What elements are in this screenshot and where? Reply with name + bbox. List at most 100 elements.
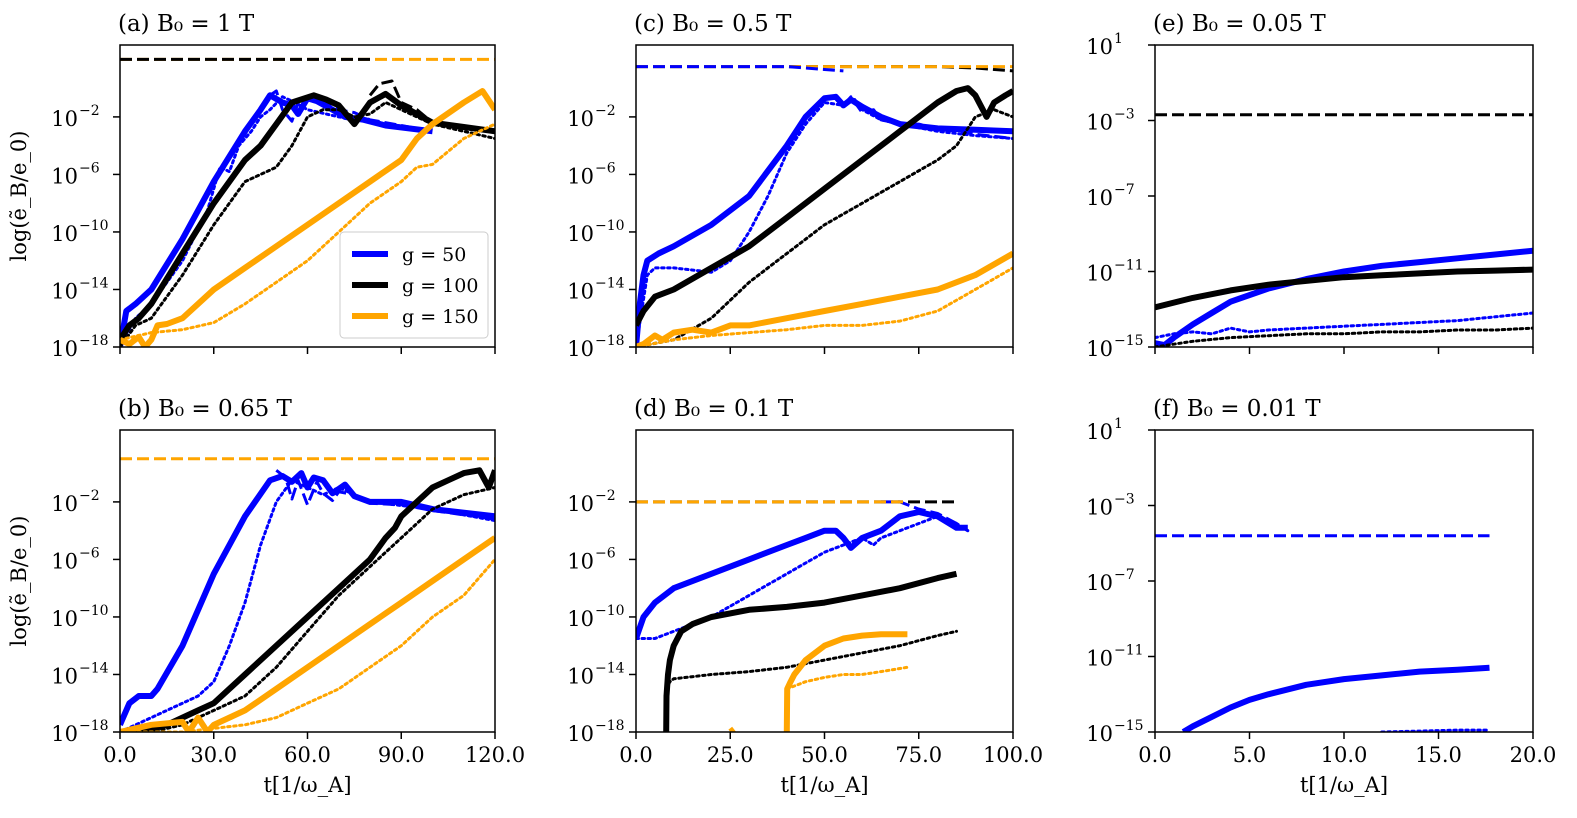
series-group: [120, 57, 495, 347]
y-tick-exponent: −2: [595, 488, 616, 504]
y-tick-label: 10: [567, 337, 594, 361]
y-tick-exponent: −14: [595, 275, 625, 291]
y-tick-label: 10: [567, 492, 594, 516]
series-line: [636, 266, 1013, 347]
series-line: [636, 250, 1013, 347]
series-group: [1155, 113, 1533, 347]
y-tick-label: 10: [51, 722, 78, 746]
y-tick-label: 10: [51, 222, 78, 246]
y-tick-label: 10: [51, 492, 78, 516]
y-tick-exponent: −18: [79, 333, 109, 349]
y-tick-exponent: −10: [595, 218, 625, 234]
y-tick-exponent: −2: [595, 103, 616, 119]
series-line: [120, 101, 495, 347]
series-line: [120, 557, 495, 732]
panel-title: (e) B₀ = 0.05 T: [1153, 11, 1326, 37]
x-tick-label: 100.0: [983, 743, 1043, 767]
series-line: [664, 629, 958, 691]
x-tick-label: 0.0: [619, 743, 652, 767]
y-tick-label: 10: [567, 607, 594, 631]
legend-label: g = 100: [402, 275, 478, 297]
legend-label: g = 50: [402, 244, 466, 266]
y-tick-label: 10: [567, 722, 594, 746]
panel-title: (a) B₀ = 1 T: [118, 11, 255, 37]
series-group: [636, 65, 1013, 347]
x-axis-label: t[1/ω_A]: [780, 773, 868, 797]
y-tick-label: 10: [567, 107, 594, 131]
y-tick-label: 10: [567, 279, 594, 303]
series-line: [275, 469, 495, 521]
y-tick-label: 10: [1086, 337, 1113, 361]
legend-frame: [339, 231, 489, 339]
series-line: [1155, 247, 1533, 347]
y-tick-label: 10: [1086, 420, 1113, 444]
series-line: [120, 486, 495, 732]
y-tick-exponent: −3: [1114, 492, 1135, 508]
x-tick-label: 15.0: [1415, 743, 1462, 767]
y-tick-exponent: −7: [1114, 182, 1135, 198]
legend: g = 50 g = 100 g = 150: [339, 231, 489, 339]
y-tick-exponent: 1: [1114, 31, 1123, 47]
series-line: [636, 108, 1013, 347]
y-tick-label: 10: [51, 107, 78, 131]
series-line: [785, 665, 909, 691]
y-tick-exponent: −14: [595, 660, 625, 676]
x-tick-label: 0.0: [103, 743, 136, 767]
y-tick-label: 10: [567, 549, 594, 573]
y-tick-label: 10: [1086, 571, 1113, 595]
axes-frame: [1154, 429, 1534, 733]
panel-title: (d) B₀ = 0.1 T: [634, 396, 794, 422]
series-line: [783, 631, 908, 732]
y-tick-label: 10: [567, 222, 594, 246]
series-line: [120, 467, 495, 732]
y-tick-exponent: −15: [1114, 718, 1144, 734]
y-tick-exponent: −18: [595, 718, 625, 734]
y-tick-exponent: −18: [79, 718, 109, 734]
panel-title: (f) B₀ = 0.01 T: [1153, 396, 1321, 422]
y-tick-exponent: −6: [595, 545, 616, 561]
x-axis-label: t[1/ω_A]: [1300, 773, 1388, 797]
panel-title: (b) B₀ = 0.65 T: [118, 396, 293, 422]
y-tick-exponent: −11: [1114, 258, 1144, 274]
y-tick-exponent: −14: [79, 660, 109, 676]
y-axis-label: log(ẽ_B/e_0): [7, 516, 31, 647]
y-tick-label: 10: [1086, 262, 1113, 286]
y-tick-exponent: −6: [79, 545, 100, 561]
y-axis-label: log(ẽ_B/e_0): [7, 131, 31, 262]
series-line: [663, 570, 958, 732]
x-tick-label: 30.0: [190, 743, 237, 767]
series-line: [1181, 664, 1490, 732]
y-tick-label: 10: [1086, 647, 1113, 671]
y-tick-label: 10: [1086, 111, 1113, 135]
series-group: [120, 457, 495, 732]
y-tick-exponent: −7: [1114, 567, 1135, 583]
y-tick-exponent: −3: [1114, 107, 1135, 123]
series-line: [120, 122, 495, 342]
y-tick-exponent: −18: [595, 333, 625, 349]
x-tick-label: 25.0: [707, 743, 754, 767]
series-group: [1155, 534, 1491, 732]
y-tick-label: 10: [51, 549, 78, 573]
series-line: [1155, 266, 1533, 311]
y-tick-label: 10: [1086, 35, 1113, 59]
series-group: [636, 500, 970, 732]
x-tick-label: 60.0: [284, 743, 331, 767]
x-tick-label: 120.0: [465, 743, 525, 767]
series-line: [1155, 326, 1533, 347]
series-line: [120, 90, 495, 342]
y-tick-exponent: −2: [79, 488, 100, 504]
axes-frame: [119, 429, 496, 733]
x-tick-label: 20.0: [1510, 743, 1557, 767]
series-line: [120, 478, 495, 732]
series-line: [842, 95, 1013, 140]
y-tick-exponent: −6: [595, 160, 616, 176]
y-tick-exponent: −10: [595, 603, 625, 619]
x-axis-label: t[1/ω_A]: [263, 773, 351, 797]
y-tick-label: 10: [51, 164, 78, 188]
series-line: [636, 514, 970, 640]
